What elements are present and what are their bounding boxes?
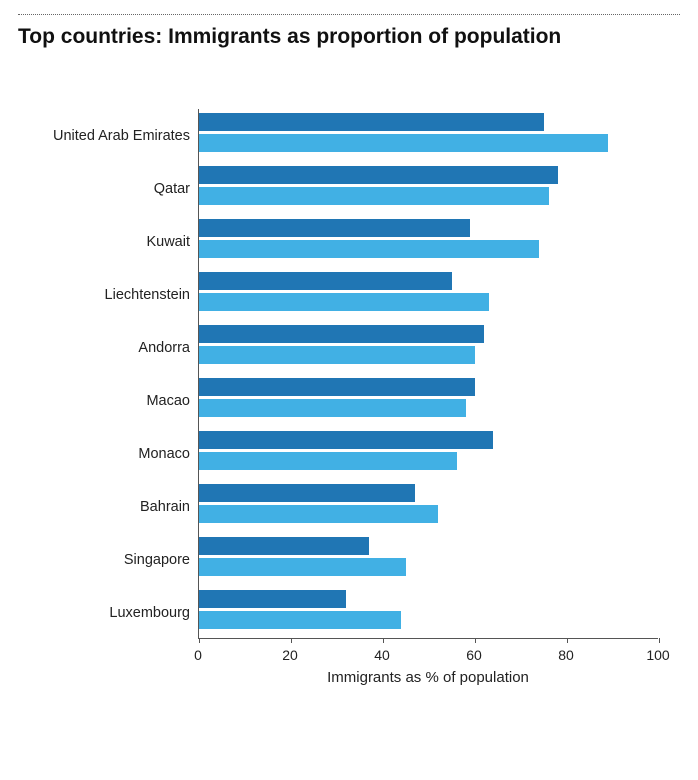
category-label: Luxembourg bbox=[20, 605, 190, 621]
bar bbox=[199, 558, 406, 576]
category-label: Bahrain bbox=[20, 499, 190, 515]
category-label: Macao bbox=[20, 393, 190, 409]
category-group: Monaco bbox=[199, 427, 658, 480]
x-tick-label: 40 bbox=[374, 647, 390, 663]
category-group: United Arab Emirates bbox=[199, 109, 658, 162]
x-tick-label: 80 bbox=[558, 647, 574, 663]
chart: United Arab EmiratesQatarKuwaitLiechtens… bbox=[198, 109, 658, 669]
bar bbox=[199, 590, 346, 608]
x-tick-label: 0 bbox=[194, 647, 202, 663]
category-group: Singapore bbox=[199, 533, 658, 586]
category-label: Singapore bbox=[20, 552, 190, 568]
category-label: Qatar bbox=[20, 181, 190, 197]
bar bbox=[199, 452, 457, 470]
x-tick-label: 60 bbox=[466, 647, 482, 663]
chart-title: Top countries: Immigrants as proportion … bbox=[18, 25, 680, 49]
divider bbox=[18, 14, 680, 15]
bar bbox=[199, 134, 608, 152]
bar bbox=[199, 272, 452, 290]
bar bbox=[199, 484, 415, 502]
x-tick-label: 20 bbox=[282, 647, 298, 663]
category-group: Bahrain bbox=[199, 480, 658, 533]
category-label: Andorra bbox=[20, 340, 190, 356]
bar bbox=[199, 325, 484, 343]
bar bbox=[199, 166, 558, 184]
x-tick-label: 100 bbox=[646, 647, 669, 663]
x-tick bbox=[659, 638, 660, 643]
bar bbox=[199, 293, 489, 311]
bar bbox=[199, 399, 466, 417]
bar bbox=[199, 537, 369, 555]
bar bbox=[199, 113, 544, 131]
category-group: Macao bbox=[199, 374, 658, 427]
bar bbox=[199, 346, 475, 364]
bar bbox=[199, 378, 475, 396]
x-axis-label: Immigrants as % of population bbox=[327, 669, 529, 686]
category-label: Monaco bbox=[20, 446, 190, 462]
category-label: Kuwait bbox=[20, 234, 190, 250]
bar bbox=[199, 187, 549, 205]
category-label: United Arab Emirates bbox=[20, 128, 190, 144]
bar bbox=[199, 240, 539, 258]
category-group: Luxembourg bbox=[199, 586, 658, 639]
bar bbox=[199, 505, 438, 523]
bar bbox=[199, 611, 401, 629]
category-group: Kuwait bbox=[199, 215, 658, 268]
bar bbox=[199, 219, 470, 237]
category-group: Qatar bbox=[199, 162, 658, 215]
bar bbox=[199, 431, 493, 449]
plot-area: United Arab EmiratesQatarKuwaitLiechtens… bbox=[198, 109, 658, 639]
category-group: Andorra bbox=[199, 321, 658, 374]
category-label: Liechtenstein bbox=[20, 287, 190, 303]
category-group: Liechtenstein bbox=[199, 268, 658, 321]
